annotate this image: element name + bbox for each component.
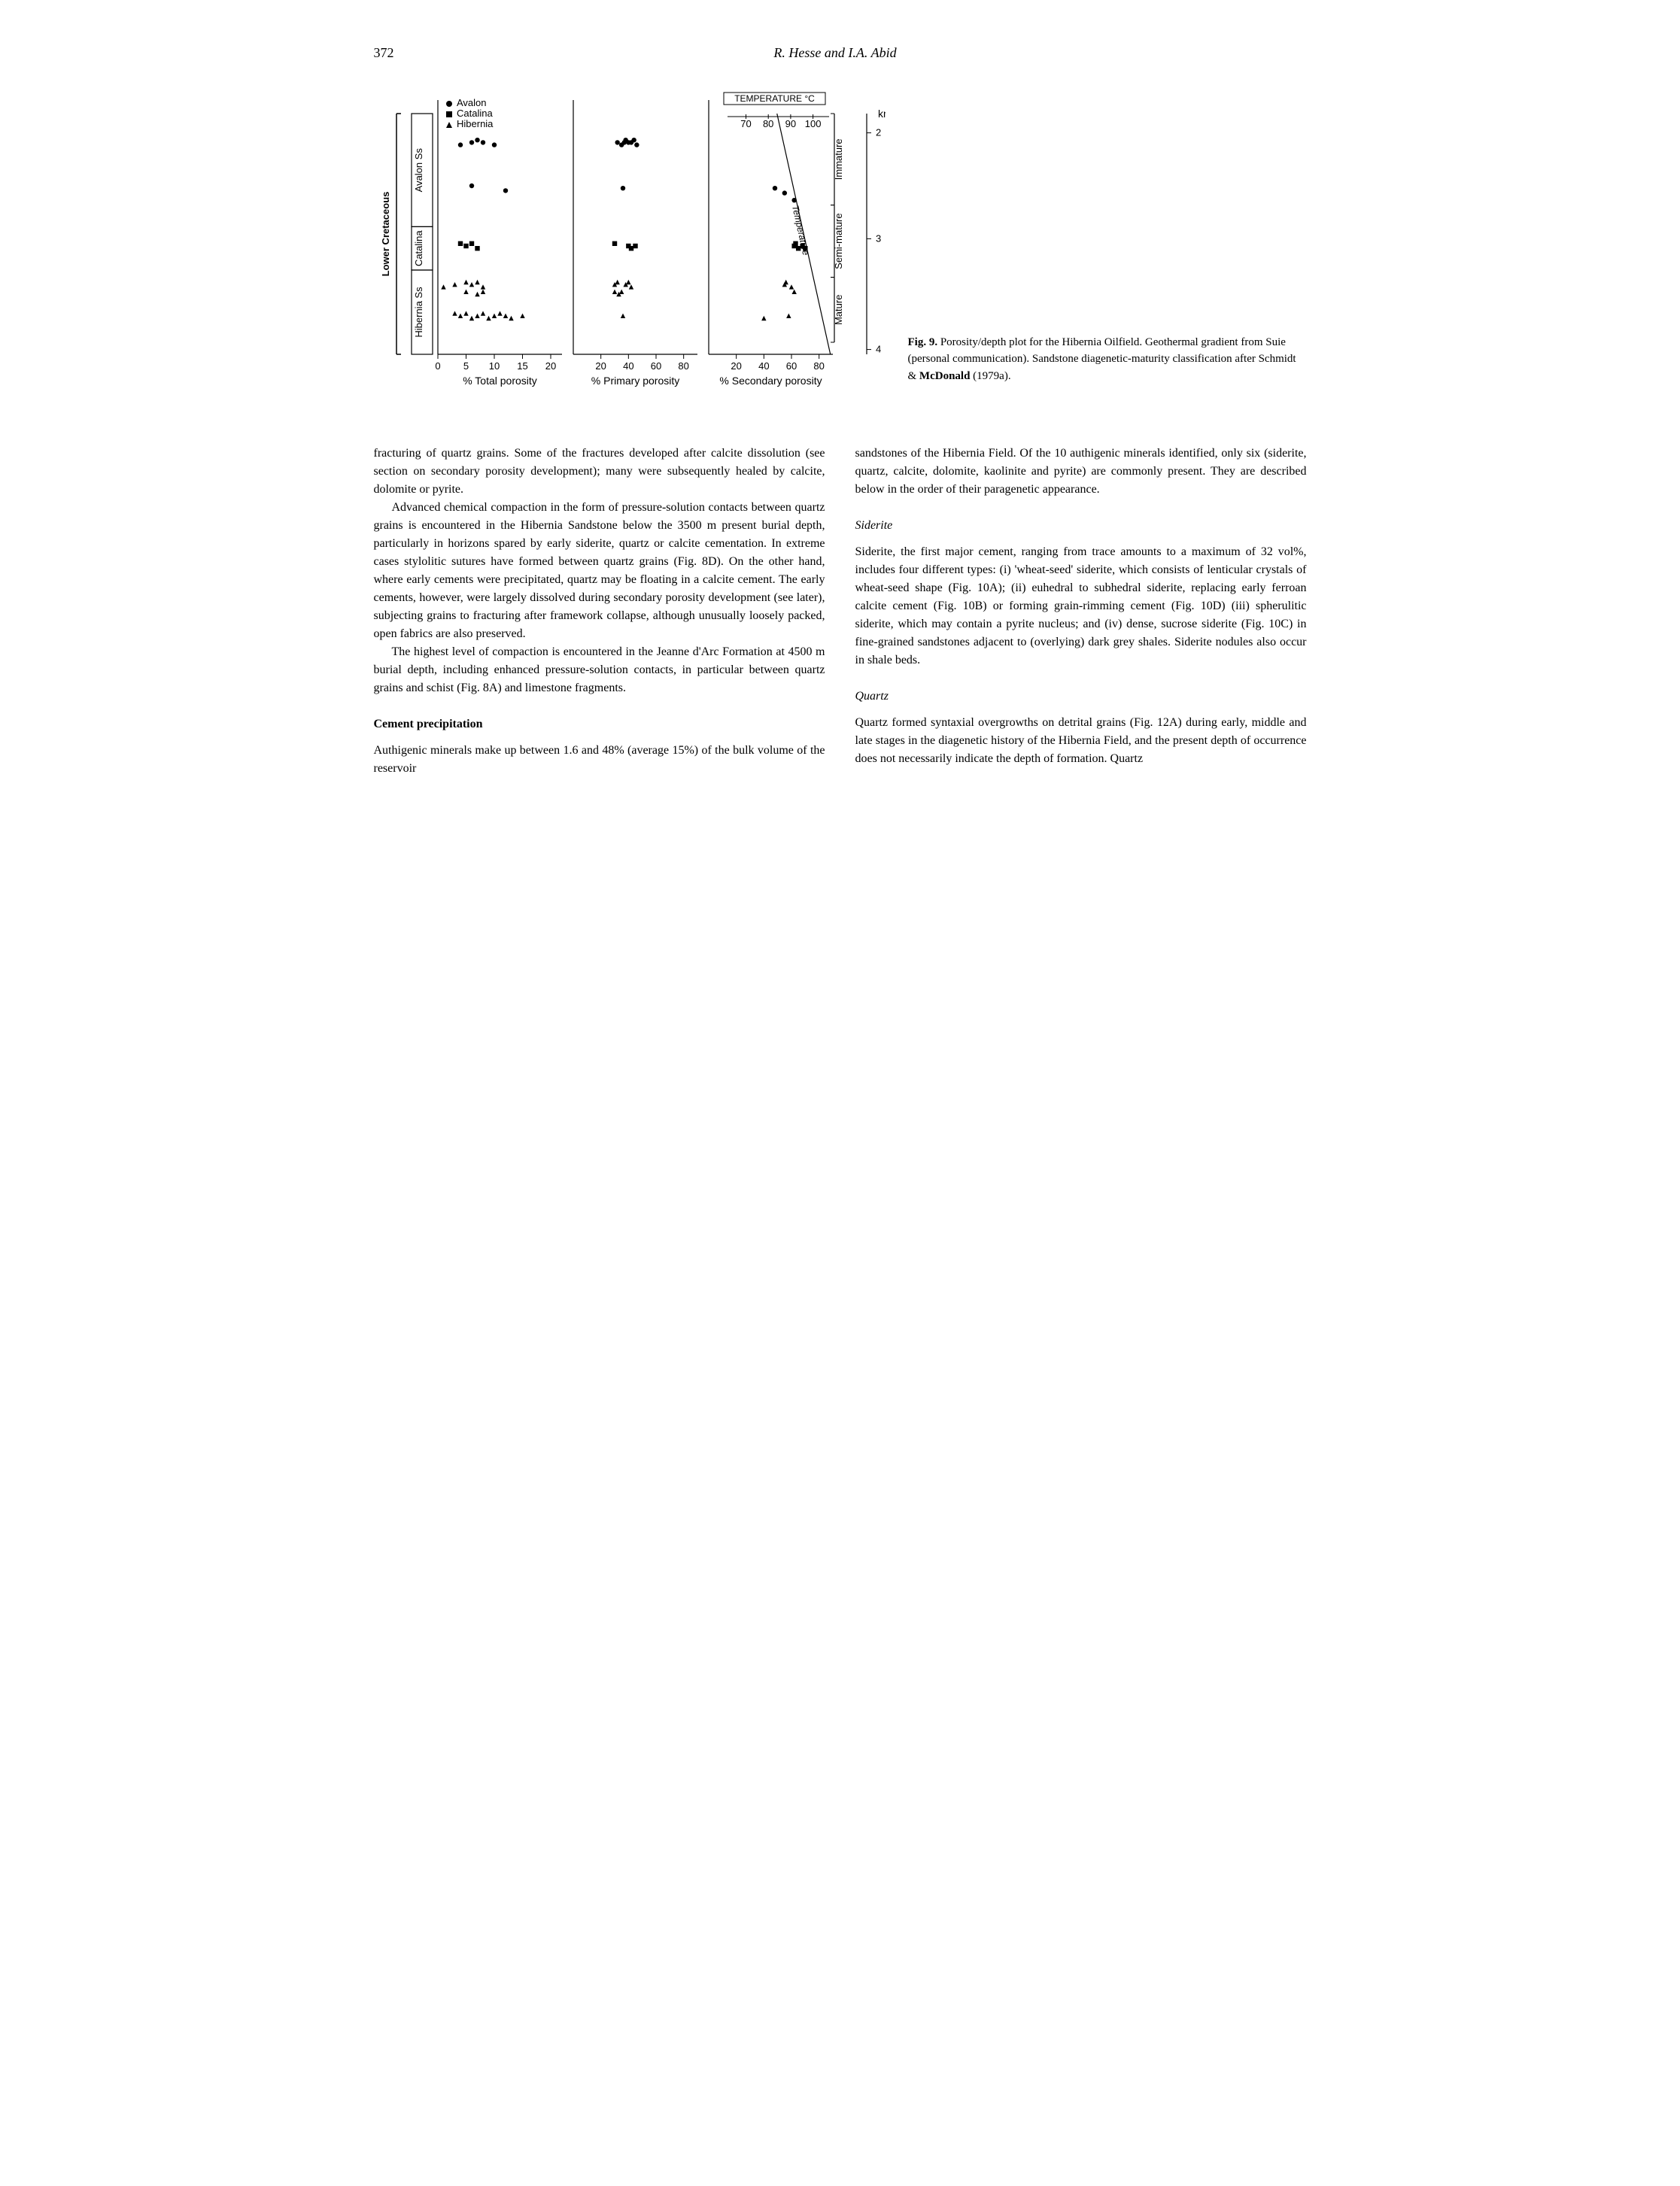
svg-text:70: 70 [740, 118, 751, 129]
svg-text:40: 40 [758, 360, 769, 372]
para: Advanced chemical compaction in the form… [374, 499, 825, 643]
svg-text:km: km [878, 108, 886, 120]
svg-text:Catalina: Catalina [413, 230, 424, 266]
svg-text:20: 20 [731, 360, 741, 372]
svg-text:4: 4 [876, 344, 881, 355]
para: Authigenic minerals make up between 1.6 … [374, 742, 825, 778]
svg-text:20: 20 [545, 360, 555, 372]
svg-text:Mature: Mature [833, 295, 844, 325]
svg-text:5: 5 [463, 360, 468, 372]
svg-text:Avalon Ss: Avalon Ss [413, 148, 424, 193]
svg-text:3: 3 [876, 232, 881, 244]
para: Siderite, the first major cement, rangin… [855, 543, 1307, 669]
svg-text:2: 2 [876, 127, 881, 138]
svg-text:60: 60 [650, 360, 661, 372]
subhead-siderite: Siderite [855, 517, 1307, 535]
svg-text:Immature: Immature [833, 138, 844, 180]
page-header: 372 R. Hesse and I.A. Abid [374, 45, 1307, 61]
svg-text:100: 100 [804, 118, 821, 129]
body-columns: fracturing of quartz grains. Some of the… [374, 445, 1307, 778]
svg-text:90: 90 [785, 118, 795, 129]
svg-text:Avalon: Avalon [457, 97, 487, 108]
svg-text:Catalina: Catalina [457, 108, 493, 119]
caption-lead: Fig. 9. [908, 336, 938, 348]
svg-text:20: 20 [595, 360, 606, 372]
right-column: sandstones of the Hibernia Field. Of the… [855, 445, 1307, 778]
porosity-depth-chart: Lower CretaceousAvalon SsCatalinaHiberni… [374, 91, 886, 407]
caption-tail: (1979a). [970, 370, 1010, 382]
svg-text:% Total porosity: % Total porosity [463, 375, 537, 387]
subhead-cement-precipitation: Cement precipitation [374, 715, 825, 733]
svg-text:80: 80 [678, 360, 688, 372]
para: The highest level of compaction is encou… [374, 643, 825, 697]
svg-text:Hibernia: Hibernia [457, 118, 494, 129]
left-column: fracturing of quartz grains. Some of the… [374, 445, 825, 778]
svg-text:% Primary porosity: % Primary porosity [591, 375, 679, 387]
svg-text:TEMPERATURE °C: TEMPERATURE °C [734, 93, 815, 104]
para: sandstones of the Hibernia Field. Of the… [855, 445, 1307, 499]
figure-9: Lower CretaceousAvalon SsCatalinaHiberni… [374, 91, 1307, 407]
svg-text:40: 40 [623, 360, 633, 372]
svg-text:80: 80 [813, 360, 824, 372]
svg-text:0: 0 [435, 360, 440, 372]
caption-mcdonald: McDonald [919, 370, 971, 382]
svg-text:Lower Cretaceous: Lower Cretaceous [380, 192, 391, 277]
svg-text:Hibernia Ss: Hibernia Ss [413, 287, 424, 338]
svg-text:80: 80 [762, 118, 773, 129]
subhead-quartz: Quartz [855, 688, 1307, 706]
svg-text:60: 60 [785, 360, 796, 372]
running-head: R. Hesse and I.A. Abid [773, 45, 896, 61]
svg-text:% Secondary porosity: % Secondary porosity [719, 375, 822, 387]
svg-text:Semi-mature: Semi-mature [833, 213, 844, 269]
page-number: 372 [374, 45, 394, 61]
figure-caption: Fig. 9. Porosity/depth plot for the Hibe… [908, 334, 1307, 408]
para: Quartz formed syntaxial overgrowths on d… [855, 714, 1307, 768]
svg-text:15: 15 [517, 360, 527, 372]
svg-text:10: 10 [488, 360, 499, 372]
para: fracturing of quartz grains. Some of the… [374, 445, 825, 499]
